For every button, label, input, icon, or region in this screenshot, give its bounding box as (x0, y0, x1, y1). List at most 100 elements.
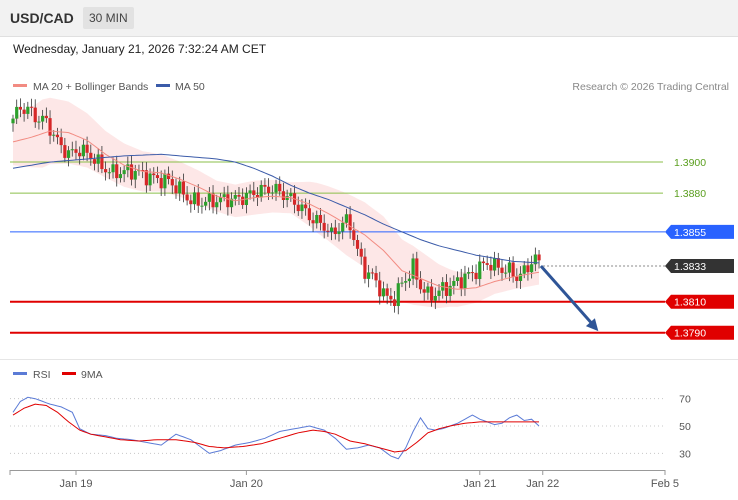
candle-body (363, 256, 367, 279)
level-label-blue: 1.3855 (674, 227, 706, 239)
candle-body (511, 262, 515, 277)
level-tag-blue (665, 224, 734, 239)
candle-body (148, 173, 152, 186)
candle-body (174, 185, 178, 194)
candle-body (448, 285, 452, 296)
candle-body (311, 220, 315, 224)
candle-body (48, 118, 52, 136)
candle-body (115, 164, 119, 179)
candle-body (178, 181, 182, 194)
candle-body (278, 183, 282, 192)
candle-body (133, 171, 137, 180)
candle-body (81, 144, 85, 157)
candle-body (533, 254, 537, 265)
candle-body (481, 261, 486, 264)
copyright-label: Research © 2026 Trading Central (572, 81, 729, 93)
candle-body (326, 230, 330, 232)
timeframe-button[interactable]: 30 MIN (83, 7, 134, 29)
candle-body (404, 281, 408, 283)
candle-body (392, 299, 397, 306)
candle-body (41, 115, 45, 122)
candle-body (259, 184, 263, 198)
candle-body (129, 164, 134, 180)
candle-body (63, 145, 67, 158)
candle-body (274, 183, 278, 193)
candle-body (52, 134, 56, 136)
candle-body (378, 280, 382, 297)
candle-body (370, 272, 374, 274)
candle-body (367, 272, 371, 279)
candle-body (66, 150, 71, 158)
candle-body (126, 164, 130, 171)
candle-body (74, 149, 78, 153)
candle-body (355, 240, 360, 249)
candle-body (452, 281, 456, 286)
candle-body (296, 204, 300, 212)
level-tag-red (665, 294, 734, 309)
candle-body (211, 193, 215, 208)
candle-body (59, 137, 63, 146)
candle-body (348, 214, 352, 231)
candle-body (122, 170, 126, 175)
candle-body (22, 109, 26, 114)
candle-body (96, 154, 100, 164)
candle-body (70, 149, 74, 151)
candle-body (100, 154, 104, 170)
candle-body (318, 214, 323, 223)
level-label-red: 1.3790 (674, 328, 706, 340)
candle-body (300, 204, 304, 212)
candle-body (55, 134, 60, 138)
symbol-label: USD/CAD (10, 10, 74, 26)
candle-body (444, 282, 449, 296)
rsi-tick-label: 50 (679, 421, 691, 433)
candle-body (337, 231, 341, 235)
candle-body (530, 264, 534, 273)
candle-body (537, 254, 541, 261)
candle-body (381, 288, 386, 297)
candle-body (26, 106, 30, 114)
rsi-tick-label: 70 (679, 394, 691, 406)
candle-body (522, 265, 526, 274)
candle-body (226, 194, 230, 208)
candle-body (307, 208, 311, 221)
candle-body (433, 295, 437, 301)
level-label-current: 1.3833 (674, 261, 706, 273)
candle-body (181, 181, 186, 195)
forecast-arrow-head (585, 318, 599, 332)
ma50-legend-swatch (156, 84, 170, 87)
candle-body (485, 263, 489, 265)
candle-body (467, 272, 471, 274)
candle-body (474, 272, 478, 280)
candle-body (218, 197, 223, 203)
candle-body (92, 159, 97, 164)
candle-body (526, 265, 530, 273)
candle-body (263, 184, 267, 187)
candle-body (215, 202, 219, 208)
time-tick-label: Feb 5 (651, 478, 679, 490)
rsi-ma-legend-label: 9MA (81, 369, 103, 381)
candle-body (185, 194, 189, 201)
rsi-ma-line (12, 403, 539, 453)
ma20-legend-label: MA 20 + Bollinger Bands (33, 81, 148, 93)
candle-body (200, 205, 204, 207)
candle-body (385, 288, 389, 296)
candle-body (281, 191, 286, 201)
candle-body (411, 258, 415, 279)
bollinger-band (13, 97, 539, 309)
candle-body (159, 178, 163, 189)
candle-body (155, 175, 160, 179)
candle-body (359, 248, 363, 257)
candle-body (304, 204, 308, 209)
candle-body (37, 121, 41, 123)
candle-body (163, 173, 167, 189)
candle-body (270, 192, 274, 194)
rsi-ma-legend-swatch (62, 372, 76, 375)
candle-body (437, 290, 441, 296)
time-tick-label: Jan 22 (526, 478, 559, 490)
candle-body (229, 198, 234, 208)
candle-body (204, 201, 208, 206)
level-label-red: 1.3810 (674, 297, 706, 309)
candle-body (189, 200, 193, 205)
time-tick-label: Jan 21 (463, 478, 496, 490)
